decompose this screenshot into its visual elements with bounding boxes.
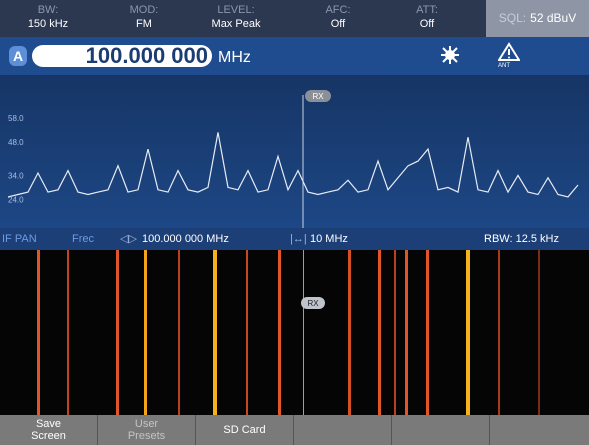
frequency-unit: MHz — [218, 49, 251, 67]
softkey[interactable] — [294, 415, 392, 445]
warning-icon — [498, 42, 520, 62]
status-bar: BW:150 kHz MOD:FM LEVEL:Max Peak AFC:Off… — [0, 0, 589, 37]
span-icon: |↔| — [290, 228, 307, 250]
waterfall-line — [144, 250, 147, 415]
marker-label: RX — [307, 299, 319, 308]
freq-label: Frec — [72, 228, 94, 250]
if-mode: IF PAN — [2, 228, 37, 250]
center-icon: ◁▷ — [120, 228, 137, 250]
waterfall-line — [426, 250, 429, 415]
center-marker — [303, 250, 304, 415]
y-tick-label: 34.0 — [8, 171, 24, 180]
status-item: MOD:FM — [104, 3, 184, 31]
status-value: Max Peak — [196, 17, 276, 31]
status-value: FM — [104, 17, 184, 31]
y-tick-label: 58.0 — [8, 114, 24, 123]
waterfall-line — [278, 250, 281, 415]
waterfall-line — [394, 250, 396, 415]
softkey[interactable]: SD Card — [196, 415, 294, 445]
rbw: RBW: 12.5 kHz — [484, 228, 559, 250]
status-label: ATT: — [387, 3, 467, 17]
waterfall-line — [213, 250, 217, 415]
softkey[interactable]: Save Screen — [0, 415, 98, 445]
squelch-value: 52 dBuV — [530, 11, 576, 25]
status-item: AFC:Off — [298, 3, 378, 31]
softkey[interactable] — [392, 415, 490, 445]
waterfall-line — [405, 250, 408, 415]
waterfall-line — [246, 250, 248, 415]
waterfall-background — [0, 250, 589, 415]
waterfall-line — [67, 250, 69, 415]
squelch[interactable]: SQL: 52 dBuV — [486, 0, 589, 37]
status-label: AFC: — [298, 3, 378, 17]
marker-label: RX — [312, 92, 324, 101]
status-item: BW:150 kHz — [8, 3, 88, 31]
waterfall-line — [378, 250, 381, 415]
center-freq: 100.000 000 MHz — [142, 228, 229, 250]
sun-icon — [438, 43, 462, 67]
waterfall-line — [348, 250, 351, 415]
waterfall-line — [538, 250, 540, 415]
squelch-label: SQL: — [499, 11, 526, 25]
status-item: ATT:Off — [387, 3, 467, 31]
waterfall: RX — [0, 250, 589, 415]
softkey-bar: Save Screen User Presets SD Card — [0, 415, 589, 445]
waterfall-line — [116, 250, 119, 415]
channel-badge[interactable]: A — [9, 46, 27, 66]
spectrum-background — [0, 75, 589, 228]
waterfall-line — [498, 250, 500, 415]
status-label: BW: — [8, 3, 88, 17]
status-value: 150 kHz — [8, 17, 88, 31]
softkey[interactable]: User Presets — [98, 415, 196, 445]
status-value: Off — [387, 17, 467, 31]
y-tick-label: 48.0 — [8, 138, 24, 147]
if-bar: IF PAN Frec ◁▷ 100.000 000 MHz |↔| 10 MH… — [0, 228, 589, 250]
waterfall-line — [37, 250, 40, 415]
waterfall-line — [178, 250, 180, 415]
antenna-label: ANT — [498, 63, 510, 69]
span: 10 MHz — [310, 228, 348, 250]
status-item: LEVEL:Max Peak — [196, 3, 276, 31]
waterfall-line — [466, 250, 470, 415]
screen: BW:150 kHz MOD:FM LEVEL:Max Peak AFC:Off… — [0, 0, 589, 445]
spectrum: RX 58.048.034.024.0 — [0, 75, 589, 228]
frequency-row: A 100.000 000 MHz ANT — [0, 37, 589, 75]
status-label: LEVEL: — [196, 3, 276, 17]
frequency-value[interactable]: 100.000 000 — [32, 45, 212, 67]
status-label: MOD: — [104, 3, 184, 17]
status-value: Off — [298, 17, 378, 31]
softkey[interactable] — [490, 415, 588, 445]
